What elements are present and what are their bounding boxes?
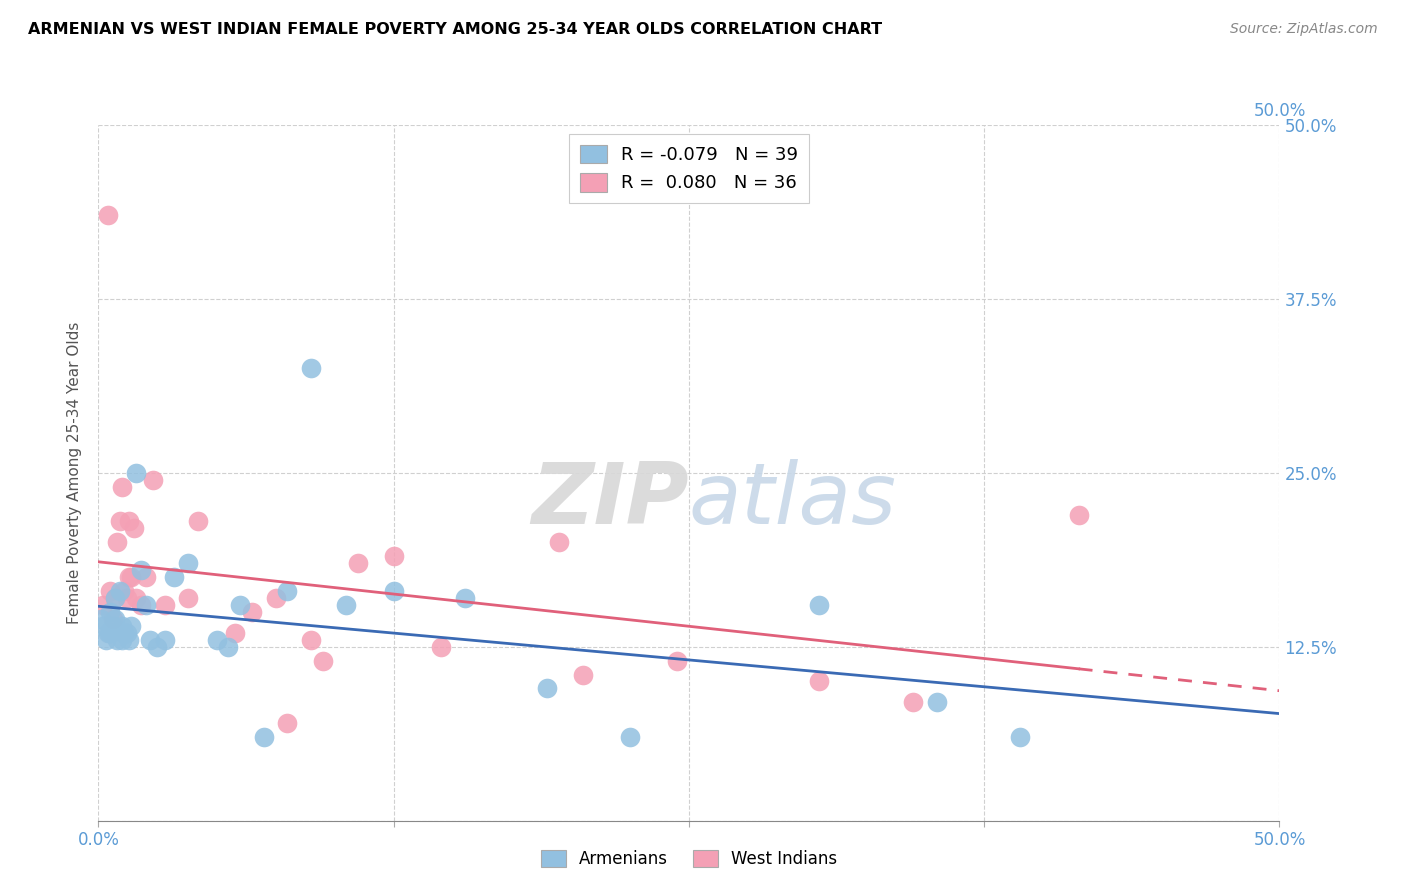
Point <box>104 591 127 605</box>
Point <box>94 632 117 647</box>
Point <box>91 598 114 612</box>
Point <box>104 612 127 626</box>
Point <box>240 605 263 619</box>
Point <box>142 473 165 487</box>
Point <box>153 632 176 647</box>
Point <box>135 598 157 612</box>
Point <box>666 654 689 668</box>
Point <box>276 716 298 731</box>
Point <box>90 612 112 626</box>
Point <box>224 625 246 640</box>
Point <box>112 625 135 640</box>
Text: atlas: atlas <box>689 459 897 542</box>
Point <box>299 361 322 376</box>
Point <box>187 515 209 529</box>
Point <box>118 570 141 584</box>
Point <box>105 632 128 647</box>
Point <box>115 625 138 640</box>
Point <box>108 584 131 599</box>
Point <box>112 584 135 599</box>
Point <box>115 591 138 605</box>
Point <box>253 730 276 744</box>
Point <box>111 632 134 647</box>
Point <box>118 515 141 529</box>
Point <box>347 556 370 570</box>
Point <box>1067 508 1090 522</box>
Text: Source: ZipAtlas.com: Source: ZipAtlas.com <box>1230 22 1378 37</box>
Point <box>548 535 571 549</box>
Point <box>97 208 120 222</box>
Point <box>177 591 200 605</box>
Point <box>122 521 145 535</box>
Point <box>335 598 357 612</box>
Legend: Armenians, West Indians: Armenians, West Indians <box>534 844 844 875</box>
Point <box>925 695 948 709</box>
Point <box>121 570 143 584</box>
Point <box>111 480 134 494</box>
Y-axis label: Female Poverty Among 25-34 Year Olds: Female Poverty Among 25-34 Year Olds <box>67 322 83 624</box>
Point <box>121 619 143 633</box>
Point <box>129 563 152 577</box>
Point <box>153 598 176 612</box>
Point <box>91 619 114 633</box>
Point <box>382 584 405 599</box>
Point <box>129 598 152 612</box>
Point <box>205 632 228 647</box>
Point <box>312 654 335 668</box>
Text: ZIP: ZIP <box>531 459 689 542</box>
Point <box>264 591 287 605</box>
Point <box>536 681 558 696</box>
Point <box>98 605 121 619</box>
Point <box>903 695 925 709</box>
Point <box>97 625 120 640</box>
Point <box>177 556 200 570</box>
Point <box>217 640 239 654</box>
Point <box>104 591 127 605</box>
Point <box>146 640 169 654</box>
Point <box>229 598 252 612</box>
Point <box>98 625 121 640</box>
Point <box>619 730 641 744</box>
Point <box>105 535 128 549</box>
Point <box>108 515 131 529</box>
Point <box>807 598 830 612</box>
Point <box>453 591 475 605</box>
Point <box>111 619 134 633</box>
Point <box>1008 730 1031 744</box>
Point <box>101 619 124 633</box>
Point <box>299 632 322 647</box>
Point <box>125 591 148 605</box>
Point <box>125 466 148 480</box>
Point <box>118 632 141 647</box>
Point <box>571 667 593 681</box>
Point <box>807 674 830 689</box>
Point <box>135 570 157 584</box>
Point <box>430 640 453 654</box>
Point <box>101 612 124 626</box>
Point <box>163 570 186 584</box>
Point <box>382 549 405 564</box>
Point <box>98 584 121 599</box>
Text: ARMENIAN VS WEST INDIAN FEMALE POVERTY AMONG 25-34 YEAR OLDS CORRELATION CHART: ARMENIAN VS WEST INDIAN FEMALE POVERTY A… <box>28 22 882 37</box>
Point <box>139 632 162 647</box>
Point <box>276 584 298 599</box>
